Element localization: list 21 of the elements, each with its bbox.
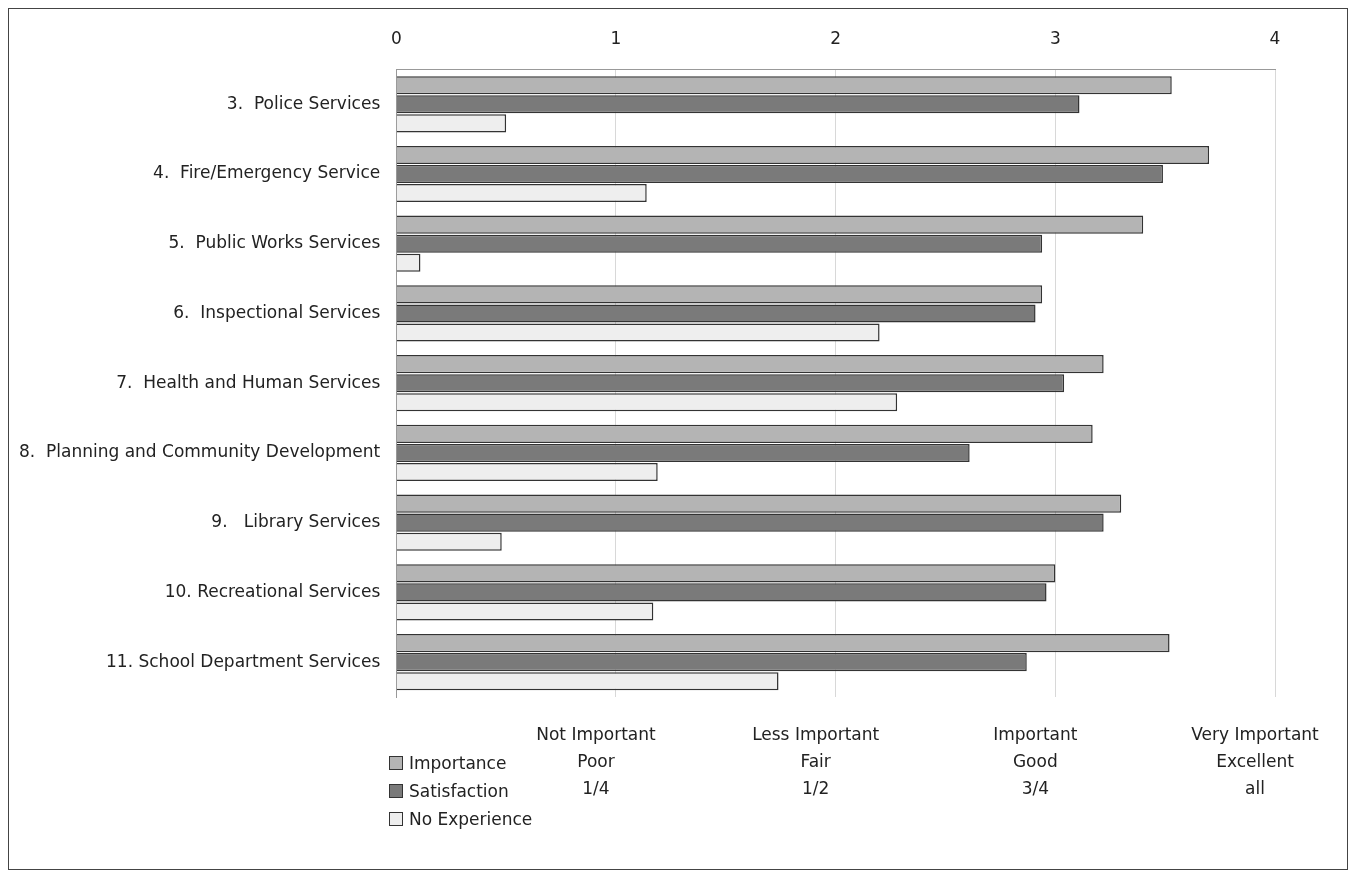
x-tick-label: 1 <box>610 27 622 48</box>
y-tick-label: 4. Fire/Emergency Service <box>153 162 381 183</box>
legend-label: No Experience <box>409 809 533 829</box>
y-tick-label: 3. Police Services <box>226 92 381 113</box>
x-tick-label: 3 <box>1049 27 1061 48</box>
y-tick-label: 7. Health and Human Services <box>116 371 381 392</box>
y-tick-label: 8. Planning and Community Development <box>18 441 381 462</box>
y-tick-label: 5. Public Works Services <box>168 232 381 253</box>
y-tick-label: 9. Library Services <box>211 511 381 532</box>
text: Not Important Poor 1/4 <box>536 723 657 798</box>
x-tick-label: 2 <box>830 27 842 48</box>
y-tick-label: 11. School Department Services <box>106 650 381 671</box>
legend-label: Importance <box>409 753 507 773</box>
text: Very Important Excellent all <box>1191 723 1320 798</box>
y-tick-label: 10. Recreational Services <box>164 580 381 601</box>
legend-label: Satisfaction <box>409 781 509 801</box>
y-tick-label: 6. Inspectional Services <box>173 301 381 322</box>
x-tick-label: 0 <box>390 27 402 48</box>
x-tick-label: 4 <box>1269 27 1281 48</box>
text: Less Important Fair 1/2 <box>752 723 880 798</box>
text: Important Good 3/4 <box>993 723 1078 798</box>
